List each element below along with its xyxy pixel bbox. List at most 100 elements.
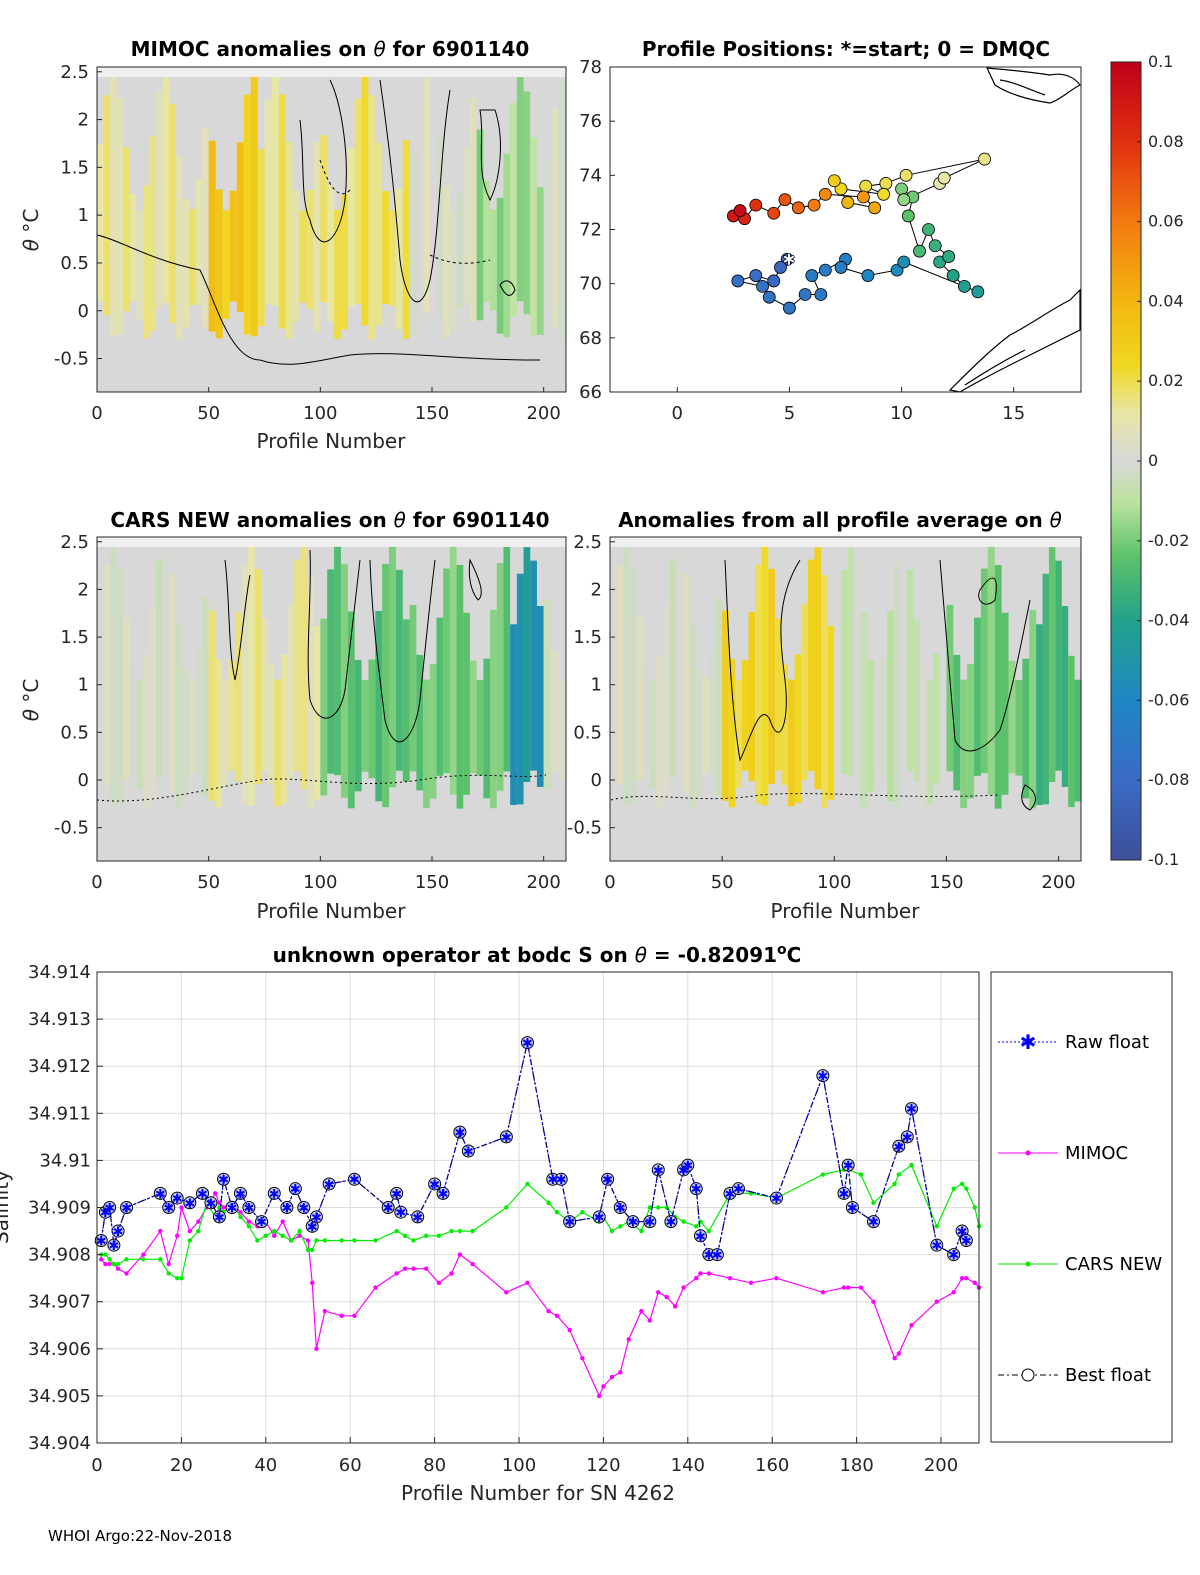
anomaly-cell: [443, 568, 450, 774]
anomaly-cell: [436, 136, 444, 318]
mimoc-point: [896, 1351, 902, 1356]
raw-float-point: ✱: [163, 1202, 174, 1217]
anomaly-cell: [530, 137, 537, 337]
mimoc-point: [664, 1294, 669, 1300]
anomaly-cell: [1042, 573, 1049, 805]
cars-new-point: [141, 1257, 146, 1262]
raw-float-point: ✱: [627, 1216, 638, 1231]
mimoc-point: [423, 1266, 429, 1271]
anomaly-cell: [946, 604, 954, 772]
mimoc-point: [196, 1219, 201, 1224]
anomaly-cell: [103, 95, 111, 316]
raw-float-point: ✱: [893, 1140, 904, 1155]
anomaly-cell: [516, 573, 524, 805]
y-tick-label: 2: [78, 579, 89, 600]
y-tick-label: 72: [579, 220, 602, 241]
y-tick-label: -0.5: [54, 818, 89, 839]
cars-new-point: [871, 1200, 876, 1205]
y-tick-label: 1.5: [60, 157, 89, 178]
anomaly-cell: [299, 210, 307, 303]
anomaly-cell: [162, 77, 170, 303]
x-tick-label: 0: [91, 1455, 102, 1476]
cars-new-point: [310, 1247, 315, 1253]
y-tick-label: 1: [78, 205, 89, 226]
cars-new-point: [402, 1233, 408, 1238]
anomaly-cell: [735, 679, 742, 788]
raw-float-point: ✱: [383, 1202, 394, 1217]
raw-float-point: ✱: [522, 1037, 533, 1052]
anomaly-cell: [551, 650, 559, 772]
cars-new-point: [394, 1228, 399, 1234]
anomaly-cell: [340, 194, 348, 330]
anomaly-cell: [847, 546, 855, 776]
raw-float-point: ✱: [235, 1187, 246, 1202]
mimoc-point: [892, 1356, 897, 1361]
raw-float-point: ✱: [839, 1187, 850, 1202]
anomaly-cell: [292, 190, 300, 323]
best-float-point: [381, 1201, 395, 1214]
y-tick-label: 34.904: [28, 1433, 91, 1454]
cars-new-point: [111, 1261, 117, 1267]
anomaly-cell: [285, 141, 293, 340]
average-axis-ticks: 0 50 100 150 200 -0.5 0 0.5 1 1.5 2 2.5: [567, 532, 1076, 893]
cars-new-point: [449, 1228, 454, 1234]
cars-new-point: [681, 1219, 686, 1224]
best-float-point: [196, 1186, 210, 1200]
y-tick-label: 66: [579, 382, 602, 403]
missing-data-strip: [610, 537, 1081, 547]
raw-float-point: ✱: [281, 1202, 292, 1217]
cars-new-point: [166, 1271, 171, 1276]
anomaly-cell: [967, 664, 975, 799]
anomaly-cell: [1001, 612, 1009, 795]
anomaly-cell: [953, 654, 961, 791]
cars-new-point: [951, 1186, 956, 1191]
anomaly-cell: [347, 147, 355, 307]
raw-float-point: ✱: [703, 1249, 714, 1264]
cars-new-point: [158, 1257, 163, 1262]
float-positions: [726, 152, 991, 315]
position-point: [756, 279, 769, 293]
x-tick-label: 15: [1002, 403, 1025, 424]
positions-axes-box: [609, 66, 1082, 393]
mimoc-point: [305, 1238, 311, 1243]
mimoc-point: [972, 1280, 977, 1286]
y-tick-label: 0: [591, 770, 602, 791]
anomaly-cell: [682, 574, 690, 793]
anomaly-cell: [1055, 560, 1062, 771]
mimoc-point: [609, 1374, 615, 1380]
position-point: [897, 193, 911, 207]
salinity-axis-ticks: 0 20 40 60 80 100 120 140 160 180 200 34.904 34.905 3…: [28, 962, 958, 1476]
anomaly-cell: [423, 679, 430, 809]
anomaly-cell: [327, 185, 335, 322]
anomaly-cell: [248, 546, 255, 806]
anomaly-cell: [97, 143, 104, 302]
mimoc-point: [567, 1327, 572, 1333]
position-point: [877, 187, 891, 201]
raw-float-line: [100, 1042, 967, 1256]
colorbar-tick-label: 0.08: [1148, 132, 1184, 151]
anomaly-cell: [616, 565, 624, 785]
anomaly-cell: [722, 610, 729, 801]
position-point: [818, 187, 832, 201]
anomaly-cell: [496, 563, 504, 791]
position-point: [978, 152, 991, 166]
salinity-xlabel: Profile Number for SN 4262: [401, 1481, 675, 1505]
y-tick-label: 1: [78, 675, 89, 696]
y-tick-label: 1.5: [573, 627, 602, 648]
raw-float-point: ✱: [501, 1131, 512, 1146]
y-tick-label: 0: [78, 770, 89, 791]
cars-new-point: [546, 1200, 551, 1205]
anomaly-cell: [893, 563, 901, 808]
anomaly-cell: [361, 76, 369, 326]
raw-float-point: ✱: [96, 1234, 107, 1249]
position-point: [901, 209, 915, 223]
cars-new-point: [272, 1228, 277, 1234]
mimoc-point: [656, 1290, 661, 1295]
anomaly-cell: [156, 560, 163, 778]
cars-new-point: [580, 1210, 585, 1215]
colorbar-ticks: -0.1 -0.08 -0.06 -0.04 -0.02 0 0.02 0.04 0.06 0.0…: [1137, 52, 1189, 869]
mimoc-point: [596, 1393, 602, 1399]
raw-float-point: ✱: [269, 1187, 280, 1202]
cars-new-point: [820, 1172, 826, 1177]
